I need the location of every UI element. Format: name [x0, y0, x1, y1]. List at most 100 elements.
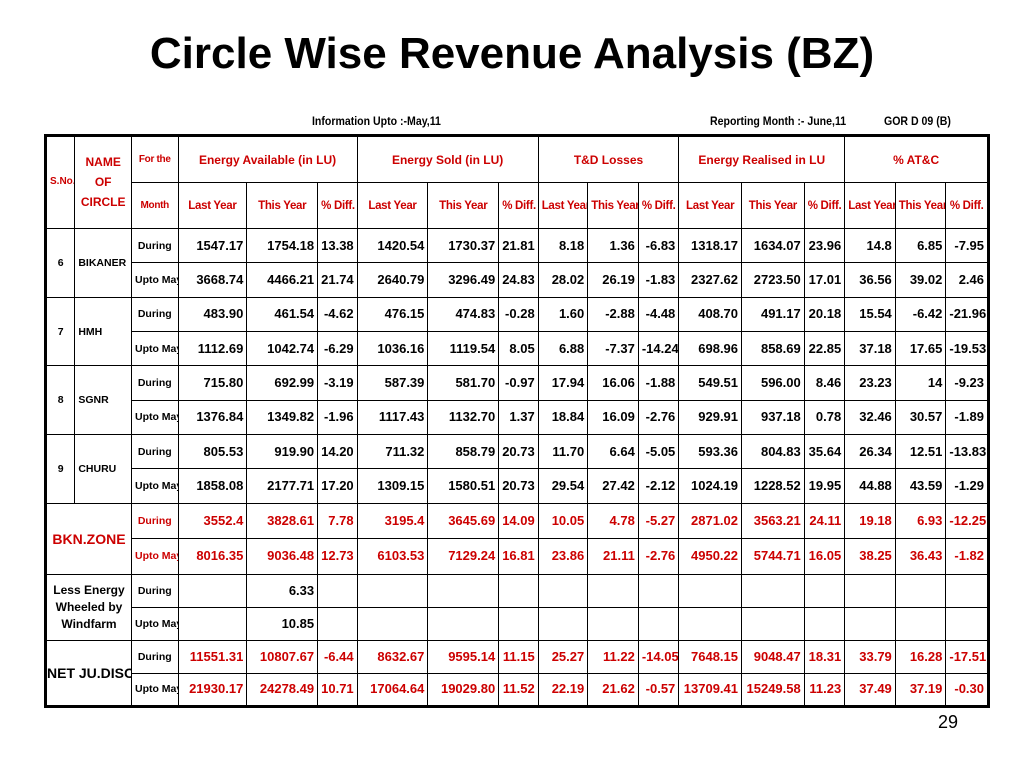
- cell-value: 16.09: [587, 399, 639, 436]
- cell-value: 37.18: [844, 331, 896, 367]
- cell-value: 1634.07: [741, 227, 805, 264]
- cell-value: 29.54: [537, 468, 589, 504]
- cell-value: 3828.61: [246, 502, 319, 540]
- cell-value: -6.42: [894, 296, 947, 333]
- reporting-month-label: Reporting Month :- June,11: [710, 114, 847, 128]
- cell-value: 17.20: [317, 468, 358, 504]
- cell-month: Upto May: [130, 468, 179, 504]
- cell-value: -1.88: [637, 365, 680, 401]
- subheader-td-losses-last-year: Last Year: [537, 182, 589, 229]
- cell-value: 1580.51: [427, 468, 500, 504]
- cell-value: -6.44: [317, 640, 358, 674]
- cell-value: 3552.4: [177, 502, 248, 540]
- cell-value: 3668.74: [177, 262, 248, 298]
- cell-value: 44.88: [844, 468, 896, 504]
- cell-month: Upto May: [130, 262, 179, 298]
- cell-value: [537, 606, 589, 642]
- cell-value: 1318.17: [678, 227, 743, 264]
- cell-value: 6.64: [587, 434, 639, 470]
- page-title: Circle Wise Revenue Analysis (BZ): [149, 29, 875, 78]
- cell-value: 25.27: [537, 640, 589, 674]
- cell-value: -13.83: [945, 434, 988, 470]
- header-energy-realised: Energy Realised in LU: [678, 136, 846, 184]
- cell-value: [587, 573, 639, 608]
- cell-sno: 7: [46, 296, 76, 367]
- cell-value: 17.01: [803, 262, 846, 298]
- cell-value: [637, 573, 680, 608]
- cell-value: 476.15: [356, 296, 429, 333]
- cell-value: [177, 606, 248, 642]
- cell-value: [356, 573, 429, 608]
- cell-value: 1228.52: [741, 468, 805, 504]
- cell-value: 0.78: [803, 399, 846, 436]
- cell-value: 1119.54: [427, 331, 500, 367]
- header-sno: S.No.: [46, 136, 76, 229]
- cell-value: [427, 573, 500, 608]
- cell-value: 3563.21: [741, 502, 805, 540]
- cell-value: -0.57: [637, 672, 680, 706]
- cell-value: 6.85: [894, 227, 947, 264]
- subheader-td-losses-this-year: This Year: [587, 182, 639, 229]
- cell-value: 596.00: [741, 365, 805, 401]
- cell-value: [741, 606, 805, 642]
- cell-value: 2640.79: [356, 262, 429, 298]
- subheader-realised-this-year: This Year: [741, 182, 805, 229]
- cell-value: -3.19: [317, 365, 358, 401]
- cell-value: 33.79: [844, 640, 896, 674]
- cell-value: 2.46: [945, 262, 988, 298]
- cell-value: 11551.31: [177, 640, 248, 674]
- cell-value: [427, 606, 500, 642]
- cell-sno: 8: [46, 365, 76, 436]
- revenue-table: S.No. NAME OF CIRCLE For the Energy Avai…: [46, 136, 988, 706]
- subheader-sold-last-year: Last Year: [356, 182, 429, 229]
- revenue-table-container: S.No. NAME OF CIRCLE For the Energy Avai…: [44, 134, 990, 708]
- cell-value: [678, 573, 743, 608]
- cell-value: 12.73: [317, 538, 358, 575]
- cell-month: During: [130, 296, 179, 333]
- cell-value: -4.48: [637, 296, 680, 333]
- cell-value: [844, 573, 896, 608]
- table-row: 8 SGNR During 715.80 692.99 -3.19 587.39 581.70…: [46, 365, 988, 436]
- cell-value: -12.25: [945, 502, 988, 540]
- table-row: Upto May 8016.35 9036.48 12.73 6103.53 7129.2…: [47, 538, 988, 575]
- cell-value: 549.51: [678, 365, 743, 401]
- cell-value: 3195.4: [356, 502, 429, 540]
- cell-value: -2.12: [637, 468, 680, 504]
- cell-value: 1547.17: [177, 227, 248, 264]
- subheader-atc-last-year: Last Year: [844, 182, 896, 229]
- cell-value: -21.96: [945, 296, 988, 333]
- cell-value: 11.70: [537, 434, 589, 470]
- cell-value: -7.95: [945, 227, 988, 264]
- cell-value: 10807.67: [246, 640, 319, 674]
- cell-value: 14.8: [844, 227, 896, 264]
- cell-value: 16.05: [803, 538, 846, 575]
- cell-value: 8.18: [537, 227, 589, 264]
- cell-value: 461.54: [246, 296, 319, 333]
- subheader-available-last-year: Last Year: [177, 182, 248, 229]
- cell-value: 38.25: [844, 538, 896, 575]
- cell-value: 7648.15: [678, 640, 743, 674]
- cell-value: -7.37: [587, 331, 639, 367]
- cell-value: 18.84: [537, 399, 589, 436]
- cell-month: During: [130, 573, 179, 608]
- cell-value: 9048.47: [741, 640, 805, 674]
- cell-value: -1.82: [945, 538, 988, 575]
- table-row: 6 BIKANER During 1547.17 1754.18 13.38 1420.54…: [46, 227, 988, 298]
- cell-value: -0.28: [498, 296, 539, 333]
- cell-value: 8632.67: [356, 640, 429, 674]
- cell-value: 17.94: [537, 365, 589, 401]
- cell-value: 18.31: [803, 640, 846, 674]
- cell-value: 483.90: [177, 296, 248, 333]
- cell-value: 919.90: [246, 434, 319, 470]
- cell-value: 36.43: [894, 538, 947, 575]
- cell-value: 11.52: [498, 672, 539, 706]
- header-energy-available: Energy Available (in LU): [177, 136, 358, 184]
- cell-value: -14.24: [637, 331, 680, 367]
- cell-value: 698.96: [678, 331, 743, 367]
- subheader-available-this-year: This Year: [246, 182, 319, 229]
- cell-value: 16.28: [894, 640, 947, 674]
- cell-value: -0.30: [945, 672, 988, 706]
- cell-month: During: [130, 434, 179, 470]
- cell-value: 11.15: [498, 640, 539, 674]
- cell-value: 474.83: [427, 296, 500, 333]
